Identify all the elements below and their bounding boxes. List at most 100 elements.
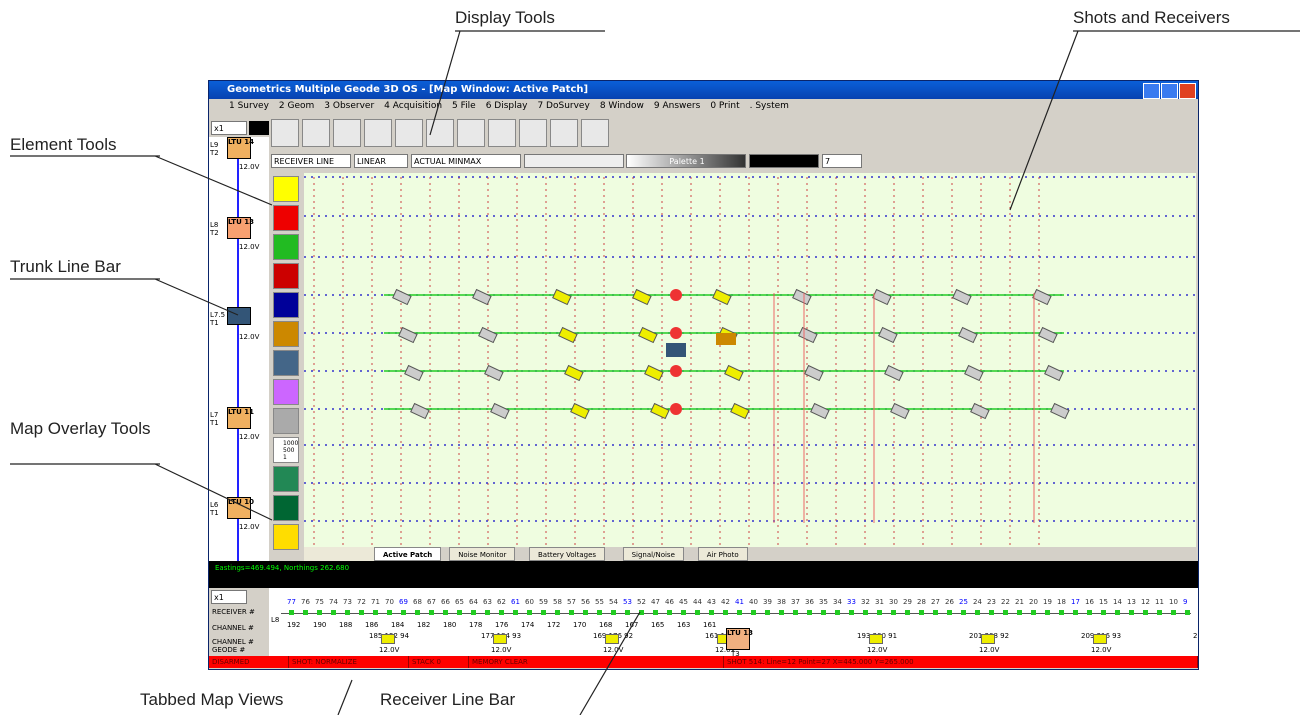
menu-item[interactable]: 4 Acquisition [384, 101, 443, 111]
menu-item[interactable]: 1 Survey [229, 101, 269, 111]
palette-select[interactable]: Palette 1 [626, 154, 746, 168]
overlay-scale: 1 [283, 454, 287, 461]
receiver-marker [821, 610, 826, 615]
menu-item[interactable]: 7 DoSurvey [537, 101, 590, 111]
tool-button[interactable] [488, 119, 516, 147]
element-tool[interactable] [273, 524, 299, 550]
input[interactable] [524, 154, 624, 168]
select[interactable]: ACTUAL MINMAX [411, 154, 521, 168]
receiver-number: 53 [623, 598, 632, 606]
map-tab[interactable]: Battery Voltages [529, 547, 606, 561]
receiver-marker [555, 610, 560, 615]
receiver-marker [1143, 610, 1148, 615]
menu-item[interactable]: 9 Answers [653, 101, 701, 111]
geode-voltage: 12.0V [715, 646, 736, 654]
ltu-icon: LTU 14 [227, 137, 254, 159]
geode-voltage: 12.0V [603, 646, 624, 654]
element-tool[interactable] [273, 408, 299, 434]
tool-button[interactable] [364, 119, 392, 147]
tool-button[interactable] [550, 119, 578, 147]
receiver-marker [1059, 610, 1064, 615]
leader-line [429, 30, 605, 136]
menu-item[interactable]: 2 Geom [278, 101, 315, 111]
tool-button[interactable] [302, 119, 330, 147]
geode-icon [884, 364, 904, 382]
annotation: Map Overlay Tools [10, 419, 151, 438]
tool-button[interactable] [426, 119, 454, 147]
minimize-button[interactable] [1143, 83, 1160, 99]
trunk-line-label: L6 T1 [210, 501, 219, 517]
channel-number: 178 [469, 621, 483, 629]
geode-icon [970, 402, 990, 420]
geode-icon [712, 288, 732, 306]
receiver-number: 54 [609, 598, 618, 606]
receiver-marker [331, 610, 336, 615]
menu-item[interactable]: 3 Observer [324, 101, 375, 111]
geode-voltage: 12.0V [1091, 646, 1112, 654]
element-tool[interactable] [273, 495, 299, 521]
receiver-number: 31 [875, 598, 884, 606]
tool-button[interactable] [457, 119, 485, 147]
receiver-marker [723, 610, 728, 615]
zoom-select[interactable]: x1 [211, 121, 247, 135]
map-tab[interactable]: Air Photo [697, 547, 748, 561]
tool-button[interactable] [333, 119, 361, 147]
tool-button[interactable] [519, 119, 547, 147]
receiver-number: 45 [679, 598, 688, 606]
tool-button[interactable] [581, 119, 609, 147]
receiver-marker [289, 610, 294, 615]
element-tool[interactable] [273, 263, 299, 289]
element-tools: 1000 500 1 [271, 176, 303, 561]
maximize-button[interactable] [1161, 83, 1178, 99]
receiver-number: 9 [1183, 598, 1188, 606]
element-tool[interactable] [273, 466, 299, 492]
coordinates: Eastings=469.494, Northings 262.680 [215, 564, 350, 572]
map-background [304, 173, 1196, 547]
map-tab[interactable]: Active Patch [374, 547, 442, 561]
receiver-number: 12 [1141, 598, 1150, 606]
receiver-number: 63 [483, 598, 492, 606]
geode-icon [804, 364, 824, 382]
receiver-number: 40 [749, 598, 758, 606]
element-tool[interactable] [273, 437, 299, 463]
zoom-select[interactable]: x1 [211, 590, 247, 604]
element-tool[interactable] [273, 350, 299, 376]
receiver-marker [597, 610, 602, 615]
receiver-marker [499, 610, 504, 615]
menu-item[interactable]: 8 Window [599, 101, 644, 111]
receiver-number: 37 [791, 598, 800, 606]
element-tool[interactable] [273, 379, 299, 405]
geode-icon [484, 364, 504, 382]
receiver-marker [667, 610, 672, 615]
annotation: Receiver Line Bar [380, 690, 516, 709]
tool-button[interactable] [271, 119, 299, 147]
element-tool[interactable] [273, 234, 299, 260]
receiver-number: 30 [889, 598, 898, 606]
select[interactable]: LINEAR [354, 154, 408, 168]
channel-number: 180 [443, 621, 457, 629]
menu-item[interactable]: . System [749, 101, 789, 111]
spin-box[interactable]: 7 [822, 154, 862, 168]
geode-icon [964, 364, 984, 382]
menu-item[interactable]: 6 Display [485, 101, 528, 111]
geode-icon [810, 402, 830, 420]
element-tool[interactable] [273, 321, 299, 347]
receiver-marker [457, 610, 462, 615]
receiver-number: 57 [567, 598, 576, 606]
receiver-marker [1157, 610, 1162, 615]
menu-item[interactable]: 5 File [452, 101, 476, 111]
element-tool[interactable] [273, 292, 299, 318]
menu-item[interactable]: 0 Print [710, 101, 740, 111]
geode-icon [952, 288, 972, 306]
element-tool[interactable] [273, 205, 299, 231]
receiver-number: 11 [1155, 598, 1164, 606]
channel-number: 186 [365, 621, 379, 629]
receiver-marker [709, 610, 714, 615]
tool-button[interactable] [395, 119, 423, 147]
map-tab[interactable]: Noise Monitor [449, 547, 516, 561]
close-button[interactable] [1179, 83, 1196, 99]
map-tab[interactable]: Signal/Noise [622, 547, 684, 561]
select[interactable]: RECEIVER LINE [271, 154, 351, 168]
receiver-marker [695, 610, 700, 615]
element-tool[interactable] [273, 176, 299, 202]
